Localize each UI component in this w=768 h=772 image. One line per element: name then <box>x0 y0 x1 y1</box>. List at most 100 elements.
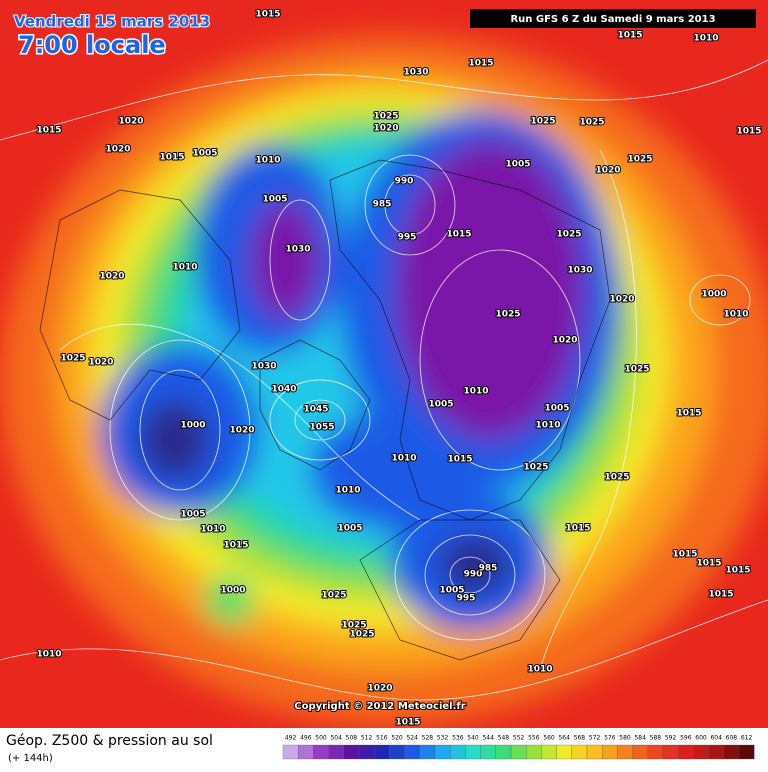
pressure-label: 1015 <box>672 550 697 560</box>
pressure-label: 1020 <box>595 166 620 176</box>
field-green-low <box>205 575 255 625</box>
scale-label: 528 <box>422 735 434 742</box>
pressure-label: 1025 <box>373 112 398 122</box>
scale-swatch <box>282 744 299 760</box>
scale-swatch <box>343 744 360 760</box>
scale-label: 492 <box>285 735 297 742</box>
scale-label: 504 <box>330 735 342 742</box>
scale-label: 500 <box>315 735 327 742</box>
pressure-label: 1030 <box>251 362 276 372</box>
pressure-label: 1005 <box>180 510 205 520</box>
date: Vendredi 15 mars 2013 <box>14 13 210 31</box>
scale-label: 520 <box>391 735 403 742</box>
footer-title: Géop. Z500 & pression au sol <box>6 733 213 749</box>
pressure-label: 1015 <box>446 230 471 240</box>
scale-label: 568 <box>574 735 586 742</box>
field-purple-east <box>395 140 585 440</box>
pressure-label: 1025 <box>556 230 581 240</box>
pressure-label: 1010 <box>172 263 197 273</box>
scale-swatch <box>389 744 405 760</box>
scale-label: 600 <box>695 735 707 742</box>
pressure-label: 1020 <box>105 145 130 155</box>
scale-label: 572 <box>589 735 601 742</box>
pressure-label: 1015 <box>617 31 642 41</box>
pressure-label: 1015 <box>36 126 61 136</box>
field-navy-south <box>440 535 510 595</box>
color-scale: 492 496 500 504 508 512 516 520 524 528 532 536 540 5… <box>282 735 755 760</box>
pressure-label: 995 <box>398 233 417 243</box>
pressure-label: 1015 <box>447 455 472 465</box>
pressure-label: 1020 <box>367 684 392 694</box>
pressure-label: 1025 <box>321 591 346 601</box>
run: Run GFS 6 Z du Samedi 9 mars 2013 <box>510 14 715 25</box>
scale-swatch <box>586 744 603 760</box>
pressure-label: 1010 <box>255 156 280 166</box>
pressure-label: 1030 <box>403 68 428 78</box>
pressure-label: 1025 <box>523 463 548 473</box>
scale-swatch <box>404 744 420 760</box>
scale-label: 588 <box>650 735 662 742</box>
copyright: Copyright © 2012 Meteociel.fr <box>294 701 465 712</box>
scale-swatch <box>313 744 329 760</box>
pressure-label: 1020 <box>88 358 113 368</box>
pressure-label: 1015 <box>676 409 701 419</box>
pressure-label: 985 <box>479 564 498 574</box>
scale-label: 524 <box>406 735 418 742</box>
pressure-label: 1005 <box>262 195 287 205</box>
isobars <box>0 59 768 701</box>
pressure-label: 1010 <box>463 387 488 397</box>
pressure-label: 1025 <box>604 473 629 483</box>
scale-label: 584 <box>634 735 646 742</box>
pressure-label: 1025 <box>579 118 604 128</box>
scale-swatch <box>556 744 572 760</box>
pressure-label: 1020 <box>99 272 124 282</box>
scale-swatch <box>678 744 694 760</box>
pressure-label: 1020 <box>552 336 577 346</box>
scale-label: 496 <box>300 735 312 742</box>
scale-label: 548 <box>498 735 510 742</box>
scale-swatch <box>723 744 740 760</box>
pressure-label: 1025 <box>349 630 374 640</box>
coastlines <box>39 159 611 661</box>
scale-label: 540 <box>467 735 479 742</box>
pressure-label: 1015 <box>725 566 750 576</box>
pressure-label: 1000 <box>701 290 726 300</box>
scale-swatch <box>693 744 709 760</box>
scale-swatch <box>419 744 436 760</box>
pressure-label: 1010 <box>391 454 416 464</box>
pressure-label: 1015 <box>468 59 493 69</box>
pressure-label: 1015 <box>696 559 721 569</box>
pressure-label: 1025 <box>60 354 85 364</box>
scale-swatch <box>510 744 527 760</box>
scale-label: 512 <box>361 735 373 742</box>
pressure-label: 1015 <box>255 10 280 20</box>
run-box <box>470 9 756 28</box>
field-purple-north <box>250 200 320 320</box>
scale-label: 544 <box>482 735 494 742</box>
scale-swatch <box>708 744 724 760</box>
scale-swatch <box>571 744 588 760</box>
scale-label: 596 <box>680 735 692 742</box>
pressure-label: 995 <box>457 594 476 604</box>
scale-label: 604 <box>710 735 722 742</box>
time: 7:00 locale <box>18 31 166 59</box>
scale-swatch <box>328 744 344 760</box>
pressure-label: 1020 <box>229 426 254 436</box>
scale-label: 508 <box>346 735 358 742</box>
scale-swatch <box>662 744 679 760</box>
scale-swatch <box>358 744 375 760</box>
pressure-label: 1010 <box>693 34 718 44</box>
pressure-label: 1005 <box>428 400 453 410</box>
scale-swatch <box>298 744 314 760</box>
scale-swatch <box>374 744 390 760</box>
scale-label: 560 <box>543 735 555 742</box>
pressure-label: 1010 <box>335 486 360 496</box>
pressure-label: 1015 <box>223 541 248 551</box>
scale-swatch <box>480 744 496 760</box>
scale-label: 532 <box>437 735 449 742</box>
pressure-label: 1010 <box>527 665 552 675</box>
scale-label: 552 <box>513 735 525 742</box>
pressure-label: 990 <box>464 570 483 580</box>
